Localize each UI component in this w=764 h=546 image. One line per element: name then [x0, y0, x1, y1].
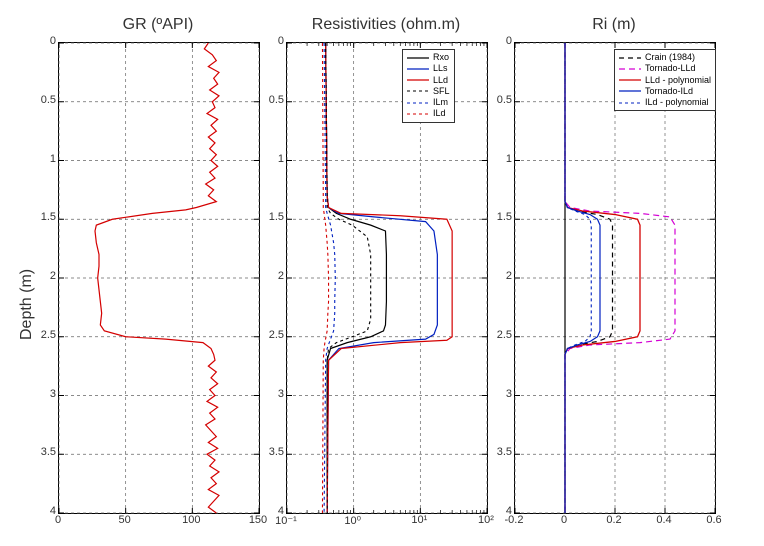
- figure: Depth (m) GR (ºAPI) Resistivities (ohm.m…: [0, 0, 764, 546]
- legend-label: ILd - polynomial: [645, 97, 709, 108]
- res-panel: [286, 42, 488, 514]
- legend-label: LLs: [433, 63, 448, 74]
- gr-title: GR (ºAPI): [58, 16, 258, 34]
- res-legend: RxoLLsLLdSFLILmILd: [402, 49, 455, 123]
- legend-label: ILd: [433, 108, 446, 119]
- ri-legend: Crain (1984)Tornado-LLdLLd - polynomialT…: [614, 49, 716, 111]
- res-title: Resistivities (ohm.m): [286, 16, 486, 34]
- gr-panel: [58, 42, 260, 514]
- legend-label: LLd - polynomial: [645, 75, 711, 86]
- legend-label: Crain (1984): [645, 52, 695, 63]
- legend-label: ILm: [433, 97, 448, 108]
- legend-label: Tornado-LLd: [645, 63, 696, 74]
- legend-label: Rxo: [433, 52, 449, 63]
- legend-label: Tornado-ILd: [645, 86, 693, 97]
- legend-label: SFL: [433, 86, 450, 97]
- ri-title: Ri (m): [514, 16, 714, 34]
- ri-panel: [514, 42, 716, 514]
- legend-label: LLd: [433, 75, 448, 86]
